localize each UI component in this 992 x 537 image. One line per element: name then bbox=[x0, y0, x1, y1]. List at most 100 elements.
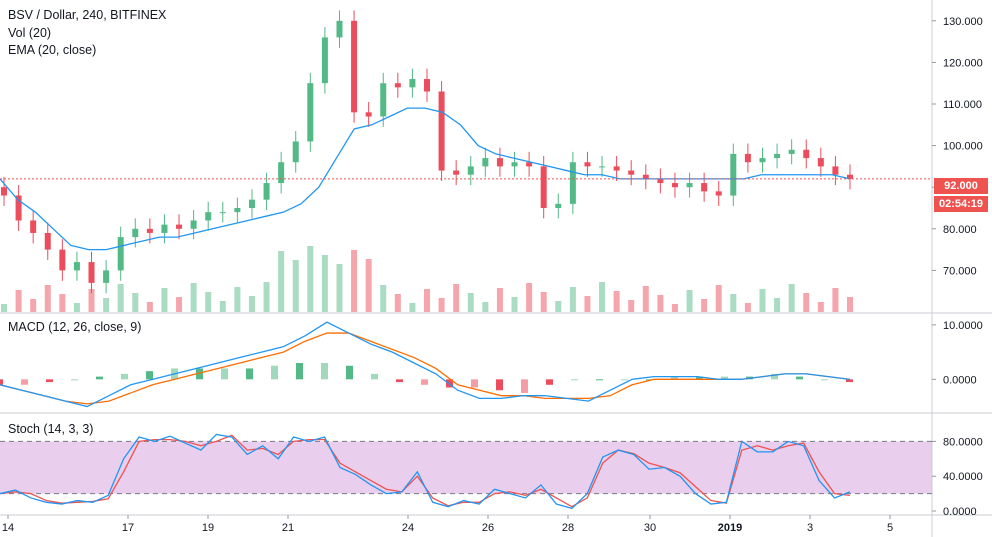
symbol-legend: BSV / Dollar, 240, BITFINEX bbox=[8, 7, 166, 23]
volume-bar bbox=[526, 283, 533, 312]
volume-bar bbox=[321, 255, 328, 312]
price-tick-label: 130.000 bbox=[943, 16, 983, 28]
time-tick-label: 21 bbox=[282, 522, 294, 534]
stoch-legend: Stoch (14, 3, 3) bbox=[8, 421, 93, 437]
candle-body bbox=[73, 262, 80, 271]
volume-legend: Vol (20) bbox=[8, 25, 51, 41]
candle-body bbox=[715, 191, 722, 196]
volume-bar bbox=[584, 296, 591, 312]
candle-body bbox=[555, 203, 562, 208]
candle-body bbox=[380, 83, 387, 117]
macd-histogram-bar bbox=[621, 379, 628, 381]
candle-body bbox=[482, 158, 489, 167]
macd-line bbox=[0, 321, 851, 408]
countdown-label: 02:54:19 bbox=[938, 198, 984, 210]
candle-body bbox=[205, 212, 212, 221]
candle-body bbox=[15, 195, 22, 221]
macd-histogram-bar bbox=[846, 379, 853, 383]
candle-body bbox=[1, 187, 7, 196]
volume-bar bbox=[219, 301, 226, 312]
candle-body bbox=[307, 83, 314, 142]
volume-bar bbox=[642, 286, 649, 312]
volume-bar bbox=[190, 283, 197, 312]
macd-histogram-bar bbox=[71, 379, 78, 381]
macd-histogram-bar bbox=[821, 379, 828, 381]
volume-bar bbox=[744, 303, 751, 312]
volume-bar bbox=[788, 284, 795, 312]
candle-body bbox=[453, 170, 460, 175]
macd-histogram-bar bbox=[46, 379, 53, 383]
time-tick-label: 17 bbox=[122, 522, 134, 534]
price-tick-label: 80.000 bbox=[943, 224, 977, 236]
volume-bar bbox=[15, 290, 22, 312]
macd-histogram-bar bbox=[721, 376, 728, 380]
volume-bar bbox=[715, 285, 722, 312]
volume-bar bbox=[59, 294, 66, 312]
volume-indicator-label: Vol (20) bbox=[8, 26, 52, 40]
volume-bar bbox=[569, 287, 576, 312]
last-price-tag: 92.000 bbox=[934, 178, 988, 194]
time-tick-label: 3 bbox=[807, 522, 813, 534]
candle-body bbox=[642, 174, 649, 179]
candle-body bbox=[701, 183, 708, 192]
candle-body bbox=[176, 224, 183, 229]
stoch-k-line bbox=[0, 433, 851, 510]
macd-histogram-bar bbox=[221, 368, 228, 380]
volume-bar bbox=[599, 282, 606, 312]
macd-histogram-bar bbox=[0, 379, 3, 385]
volume-bar bbox=[774, 298, 781, 312]
macd-indicator-label: MACD (12, 26, close, 9) bbox=[8, 320, 142, 334]
macd-histogram-bar bbox=[321, 363, 328, 380]
candle-body bbox=[424, 79, 430, 92]
stoch-tick-label: 40.0000 bbox=[943, 471, 983, 483]
candle-body bbox=[263, 183, 270, 200]
candle-body bbox=[686, 183, 693, 188]
candle-body bbox=[569, 162, 576, 204]
macd-histogram-bar bbox=[346, 365, 353, 380]
volume-bar bbox=[307, 246, 314, 312]
candle-body bbox=[759, 158, 766, 163]
volume-bar bbox=[657, 295, 664, 312]
volume-bar bbox=[730, 294, 737, 312]
volume-bar bbox=[380, 285, 387, 312]
volume-bar bbox=[424, 289, 430, 312]
candle-body bbox=[599, 166, 606, 168]
macd-histogram-bar bbox=[196, 368, 203, 380]
time-tick-label: 24 bbox=[402, 522, 414, 534]
volume-bar bbox=[292, 260, 299, 312]
volume-bar bbox=[540, 292, 547, 312]
last-price-label: 92.000 bbox=[944, 180, 978, 192]
candle-body bbox=[248, 199, 255, 208]
time-tick-label: 2019 bbox=[718, 522, 742, 534]
candle-body bbox=[146, 228, 153, 233]
ema-legend: EMA (20, close) bbox=[8, 42, 96, 58]
volume-bar bbox=[132, 293, 139, 312]
candle-body bbox=[190, 220, 197, 229]
volume-bar bbox=[847, 297, 853, 312]
volume-bar bbox=[30, 299, 37, 312]
candle-body bbox=[132, 228, 139, 238]
macd-histogram-bar bbox=[671, 376, 678, 380]
candle-body bbox=[30, 220, 37, 233]
candle-body bbox=[540, 166, 547, 208]
ema-indicator-label: EMA (20, close) bbox=[8, 43, 97, 57]
candle-body bbox=[847, 174, 853, 179]
macd-histogram-bar bbox=[496, 379, 503, 391]
candle-body bbox=[44, 232, 51, 250]
candle-body bbox=[671, 183, 678, 188]
volume-bar bbox=[278, 251, 285, 312]
volume-bar bbox=[803, 293, 810, 312]
volume-bar bbox=[205, 292, 212, 312]
candle-body bbox=[817, 158, 824, 167]
macd-signal-line bbox=[0, 332, 851, 405]
macd-histogram-bar bbox=[696, 376, 703, 380]
volume-bar bbox=[817, 302, 824, 312]
candle-body bbox=[511, 162, 518, 167]
volume-bar bbox=[263, 282, 270, 312]
volume-bar bbox=[117, 284, 124, 312]
candle-body bbox=[234, 208, 241, 213]
candle-body bbox=[788, 149, 795, 154]
volume-bar bbox=[832, 288, 839, 312]
